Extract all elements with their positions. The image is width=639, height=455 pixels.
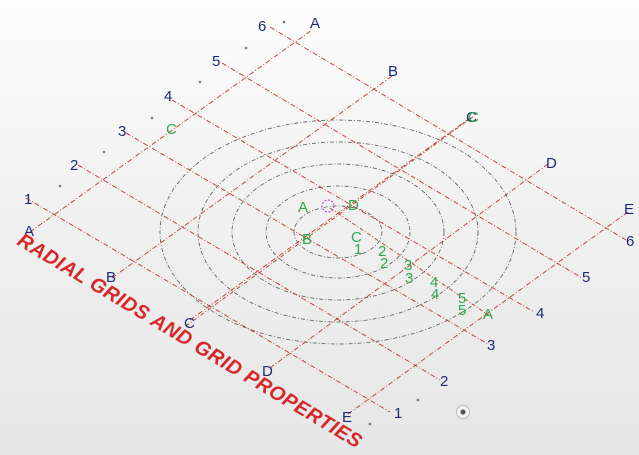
radial-labels: C C A D B C 1 2 2 3 3 4 4 5 5 A	[166, 109, 493, 323]
radial-label-5b: 5	[458, 302, 466, 319]
center-selection-marker[interactable]	[321, 199, 335, 213]
top-letter-labels: A B C D E	[310, 15, 634, 218]
radial-spoke-main[interactable]	[185, 115, 475, 327]
radial-label-2a: 2	[378, 243, 386, 260]
grid-letter-lines[interactable]	[29, 29, 629, 415]
radial-ring-2	[265, 185, 411, 279]
label-num-1-right: 1	[394, 405, 402, 422]
watermark-title: RADIAL GRIDS AND GRID PROPERTIES	[13, 229, 366, 453]
label-letter-B-bottom: B	[106, 269, 116, 286]
radial-label-A-center: A	[298, 199, 308, 216]
grid-line-B[interactable]	[111, 75, 393, 279]
label-letter-C-bottom: C	[184, 315, 195, 332]
label-letter-A-bottom: A	[24, 223, 34, 240]
radial-label-B-center: B	[302, 231, 312, 248]
radial-label-2b: 2	[380, 255, 388, 272]
right-number-labels: 6 5 4 3 2 1	[394, 233, 634, 422]
radial-label-C-center: C	[351, 229, 362, 246]
label-num-2: 2	[70, 157, 78, 174]
radial-label-3b: 3	[405, 270, 413, 287]
label-num-6-right: 6	[626, 233, 634, 250]
label-letter-C-top: C	[466, 109, 477, 126]
label-num-1: 1	[24, 191, 32, 208]
left-number-labels: 1 2 3 4 5 6	[24, 18, 266, 208]
label-num-5-right: 5	[582, 269, 590, 286]
grid-line-D[interactable]	[269, 163, 549, 369]
label-num-6: 6	[258, 18, 266, 35]
label-num-3: 3	[118, 123, 126, 140]
radial-ring-3	[231, 163, 445, 301]
radial-label-1: 1	[354, 241, 362, 258]
radial-label-3a: 3	[404, 257, 412, 274]
radial-ring-5	[159, 119, 517, 345]
label-letter-E-top: E	[624, 201, 634, 218]
label-num-5: 5	[212, 53, 220, 70]
edge-dots	[58, 20, 420, 426]
radial-spoke-diag[interactable]	[329, 207, 491, 317]
grid-line-C[interactable]	[189, 117, 471, 321]
label-num-4: 4	[164, 88, 172, 105]
radial-label-4b: 4	[431, 286, 439, 303]
label-letter-E-bottom: E	[342, 409, 352, 426]
radial-label-5a: 5	[458, 290, 466, 307]
grid-line-1[interactable]	[25, 197, 391, 413]
label-num-4-right: 4	[536, 305, 544, 322]
radial-label-A-outer: A	[483, 306, 493, 323]
orbit-center-icon[interactable]	[456, 405, 470, 419]
radial-ring-4	[197, 141, 479, 323]
radial-label-C-outer: C	[166, 121, 177, 138]
label-letter-A-top: A	[310, 15, 320, 32]
grid-line-5[interactable]	[221, 62, 583, 279]
grid-line-E[interactable]	[347, 211, 629, 415]
radial-rings	[159, 119, 517, 345]
label-num-3-right: 3	[487, 337, 495, 354]
radial-spokes[interactable]	[185, 115, 491, 327]
radial-label-4a: 4	[430, 274, 438, 291]
bottom-letter-labels: A B C D E	[24, 223, 352, 426]
label-letter-B-top: B	[388, 63, 398, 80]
label-letter-D-bottom: D	[262, 363, 273, 380]
radial-label-D-center: D	[348, 197, 359, 214]
grid-line-A[interactable]	[29, 29, 313, 233]
grid-number-lines[interactable]	[25, 26, 627, 413]
grid-line-6[interactable]	[269, 26, 627, 241]
radial-label-C-top: C	[468, 109, 479, 126]
label-letter-D-top: D	[546, 155, 557, 172]
label-num-2-right: 2	[440, 373, 448, 390]
radial-ring-1	[293, 205, 383, 259]
